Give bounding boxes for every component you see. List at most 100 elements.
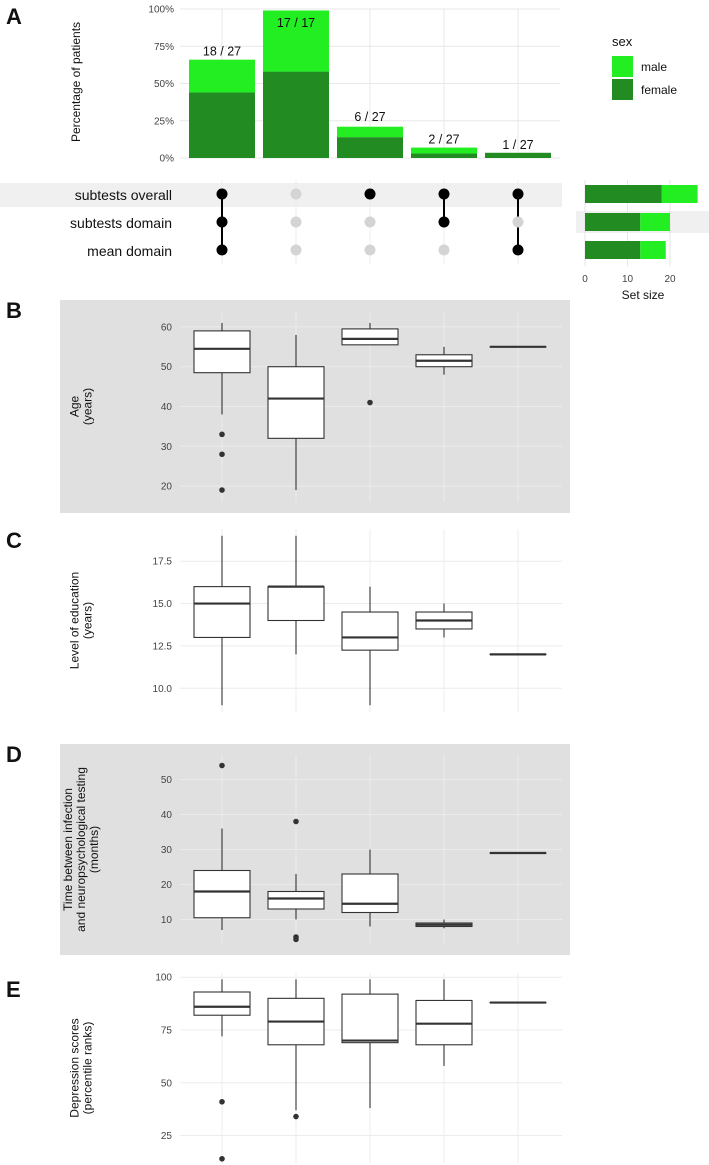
y-axis-label: Level of education bbox=[68, 572, 82, 669]
boxplot-education: 10.0 12.5 15.0 17.5 Level of education (years… bbox=[68, 529, 562, 712]
outlier-point bbox=[367, 399, 373, 406]
matrix-dot-empty bbox=[290, 244, 302, 256]
matrix-dot-filled bbox=[512, 188, 524, 200]
ytick-label: 12.5 bbox=[153, 641, 173, 652]
membership-matrix: subtests overall subtests domain mean do… bbox=[0, 180, 562, 264]
box bbox=[341, 993, 399, 1044]
ytick-label: 100 bbox=[155, 973, 172, 984]
box bbox=[193, 869, 251, 919]
matrix-dot-filled bbox=[216, 216, 228, 228]
outlier-point bbox=[219, 451, 225, 458]
panel-label-e: E bbox=[6, 977, 21, 1002]
box bbox=[193, 330, 251, 374]
bar-label: 17 / 17 bbox=[277, 16, 315, 30]
bar-female bbox=[337, 137, 403, 158]
matrix-dot-filled bbox=[216, 244, 228, 256]
matrix-dot-empty bbox=[364, 216, 376, 228]
bar-male bbox=[337, 126, 403, 138]
matrix-row-label-subtests-domain: subtests domain bbox=[70, 215, 172, 231]
outlier-point bbox=[219, 431, 225, 438]
panel-label-d: D bbox=[6, 742, 22, 767]
y-axis-label: (months) bbox=[87, 826, 101, 873]
matrix-dot-empty bbox=[512, 216, 524, 228]
ytick-label: 40 bbox=[161, 810, 173, 821]
ytick-label: 10 bbox=[161, 915, 173, 926]
panel-label-c: C bbox=[6, 528, 22, 553]
matrix-dot-empty bbox=[364, 244, 376, 256]
ytick-label: 25 bbox=[161, 1131, 173, 1142]
bar-male bbox=[411, 147, 477, 154]
bar-ytick-label: 50% bbox=[154, 79, 174, 90]
matrix-row-label-subtests-overall: subtests overall bbox=[75, 187, 172, 203]
legend: sex male female bbox=[612, 34, 677, 100]
y-axis-label: Depression scores bbox=[68, 1018, 82, 1117]
ytick-label: 50 bbox=[161, 775, 173, 786]
matrix-dot-filled bbox=[364, 188, 376, 200]
ytick-label: 40 bbox=[161, 402, 173, 413]
ytick-label: 30 bbox=[161, 845, 173, 856]
bar-female bbox=[485, 152, 551, 158]
outlier-point bbox=[219, 487, 225, 493]
matrix-dot-empty bbox=[438, 244, 450, 256]
ytick-label: 15.0 bbox=[153, 599, 173, 610]
legend-title: sex bbox=[612, 34, 633, 49]
bar-female bbox=[411, 153, 477, 158]
outlier-point bbox=[293, 936, 299, 943]
box bbox=[341, 328, 399, 346]
box bbox=[267, 890, 325, 910]
panel-label-b: B bbox=[6, 298, 22, 323]
ytick-label: 50 bbox=[161, 1078, 173, 1089]
bar-ytick-label: 25% bbox=[154, 116, 174, 127]
set-size-tick-label: 20 bbox=[664, 274, 676, 285]
matrix-dot-empty bbox=[290, 188, 302, 200]
boxplot-age: 20 30 40 50 60 Age (years) bbox=[60, 300, 570, 513]
box bbox=[267, 586, 325, 622]
legend-label-male: male bbox=[641, 60, 667, 74]
bar-ytick-label: 0% bbox=[160, 154, 175, 165]
outlier-point bbox=[293, 818, 299, 825]
ytick-label: 50 bbox=[161, 362, 173, 373]
box bbox=[341, 611, 399, 651]
set-size-bar-female bbox=[585, 213, 641, 231]
set-size-tick-label: 10 bbox=[622, 274, 634, 285]
legend-swatch-male bbox=[612, 56, 633, 77]
box bbox=[193, 586, 251, 638]
y-axis-label: (years) bbox=[81, 602, 95, 639]
box bbox=[341, 873, 399, 914]
boxplot-time-since-infection: 10 20 30 40 50 Time between infection and neur… bbox=[60, 744, 570, 955]
ytick-label: 20 bbox=[161, 880, 173, 891]
bar-male bbox=[263, 10, 329, 72]
bar-male bbox=[189, 59, 255, 93]
box bbox=[267, 366, 325, 439]
bar-female bbox=[263, 71, 329, 158]
box bbox=[193, 991, 251, 1016]
matrix-dot-empty bbox=[290, 216, 302, 228]
ytick-label: 60 bbox=[161, 322, 173, 333]
set-size-xlabel: Set size bbox=[622, 288, 665, 302]
matrix-dot-filled bbox=[216, 188, 228, 200]
outlier-point bbox=[219, 762, 225, 769]
y-axis-label: (years) bbox=[81, 388, 95, 425]
bar-label: 18 / 27 bbox=[203, 45, 241, 59]
legend-label-female: female bbox=[641, 83, 677, 97]
set-size-bar-male bbox=[640, 241, 666, 259]
y-axis-label: (percentile ranks) bbox=[81, 1022, 95, 1115]
set-size-bar-female bbox=[585, 185, 662, 203]
bar-label: 2 / 27 bbox=[428, 133, 459, 147]
set-size-tick-label: 0 bbox=[582, 274, 588, 285]
y-axis-label: Age bbox=[68, 396, 82, 418]
set-size-bar-male bbox=[661, 185, 698, 203]
ytick-label: 20 bbox=[161, 482, 173, 493]
ytick-label: 75 bbox=[161, 1026, 173, 1037]
matrix-dot-filled bbox=[512, 244, 524, 256]
matrix-dot-filled bbox=[438, 216, 450, 228]
outlier-point bbox=[219, 1155, 225, 1162]
ytick-label: 30 bbox=[161, 442, 173, 453]
set-size-chart: 0 10 20 Set size bbox=[576, 180, 709, 302]
bar-ytick-label: 100% bbox=[148, 5, 174, 16]
bar-chart-a: Percentage of patients 18 / 27 17 / 17 6 /… bbox=[69, 5, 560, 165]
legend-swatch-female bbox=[612, 79, 633, 100]
bar-label: 1 / 27 bbox=[502, 138, 533, 152]
bar-ytick-label: 75% bbox=[154, 42, 174, 53]
